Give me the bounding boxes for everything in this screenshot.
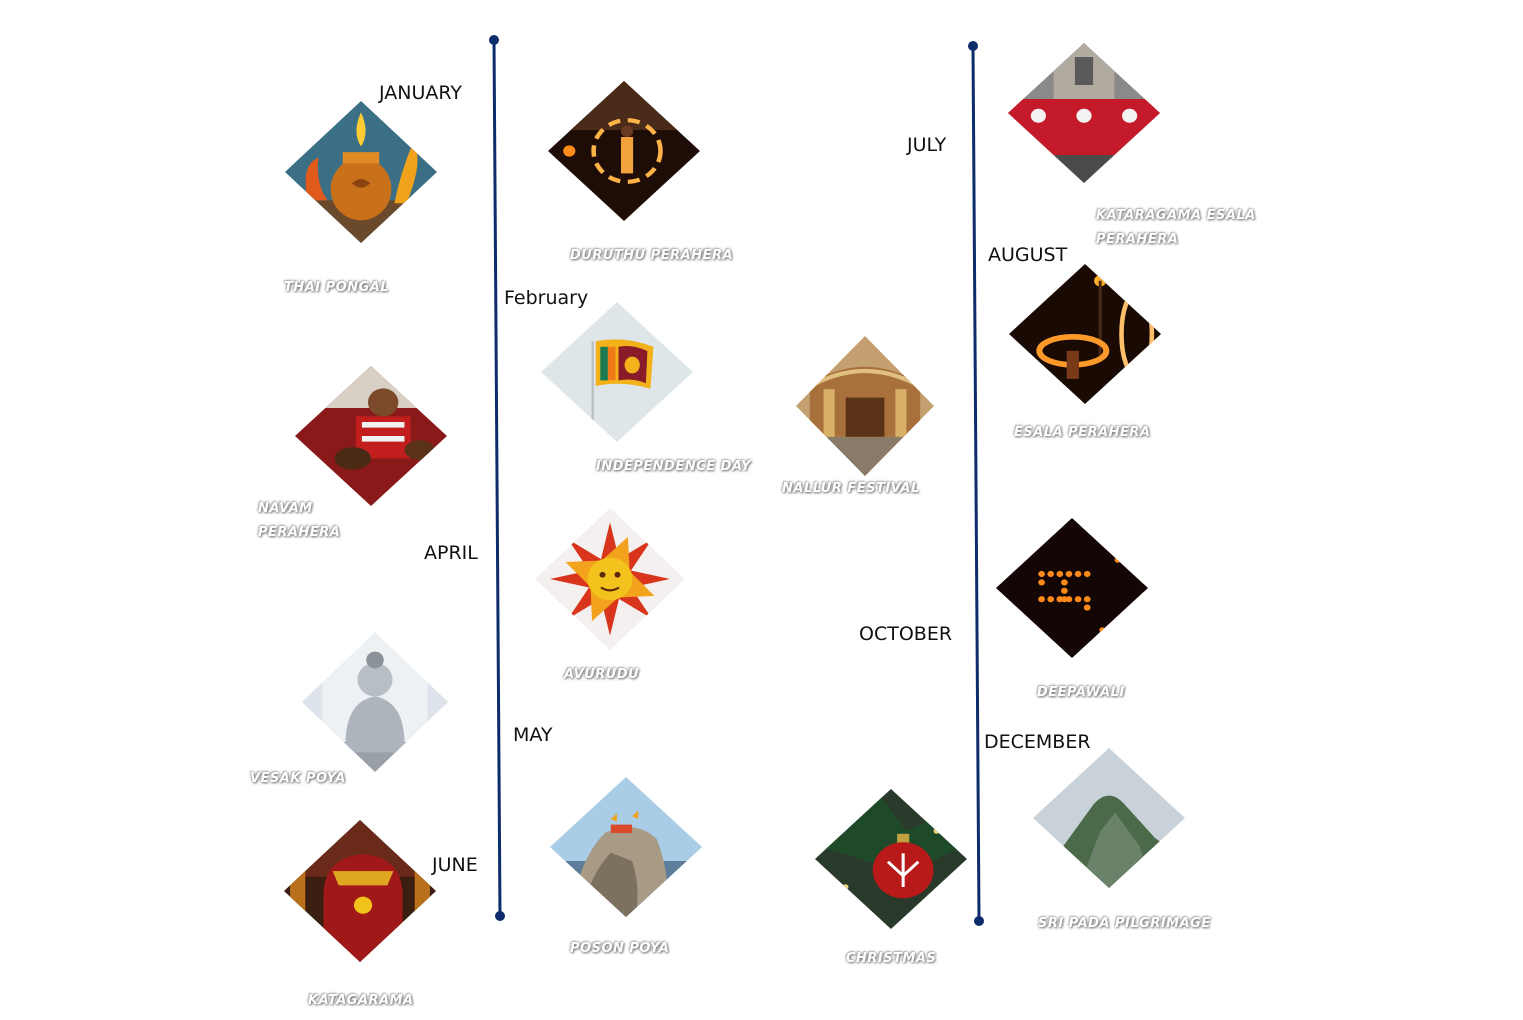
month-august: AUGUST <box>988 244 1068 266</box>
event-label-nallur-festival: NALLUR FESTIVAL <box>782 481 920 496</box>
event-label-sri-pada-pilgrimage: SRI PADA PILGRIMAGE <box>1038 916 1211 931</box>
timeline-line-left <box>492 39 502 917</box>
month-july: JULY <box>907 134 947 156</box>
timeline-dot-left-top <box>489 35 499 45</box>
timeline-dot-right-top <box>968 41 978 51</box>
month-january: JANUARY <box>379 82 462 104</box>
month-april: APRIL <box>424 542 478 564</box>
month-february: February <box>504 287 589 309</box>
event-label-vesak-poya: VESAK POYA <box>250 771 346 786</box>
event-label-navam-perahera: NAVAM PERAHERA <box>258 501 341 540</box>
event-label-thai-pongal: THAI PONGAL <box>284 280 390 295</box>
month-october: OCTOBER <box>859 623 953 645</box>
month-june: JUNE <box>432 854 478 876</box>
month-may: MAY <box>513 724 553 746</box>
event-label-avurudu: AVURUDU <box>564 667 640 682</box>
timeline-line-right <box>971 45 981 922</box>
timeline-dot-left-bottom <box>495 911 505 921</box>
month-december: DECEMBER <box>984 731 1091 753</box>
event-label-poson-poya: POSON POYA <box>570 941 670 956</box>
event-label-esala-perahera: ESALA PERAHERA <box>1014 425 1151 440</box>
event-label-independence-day: INDEPENDENCE DAY <box>596 459 751 474</box>
event-label-kataragama-esala-perahera: KATARAGAMA ESALA PERAHERA <box>1096 208 1256 247</box>
event-label-christmas: CHRISTMAS <box>846 951 937 966</box>
event-label-deepawali: DEEPAWALI <box>1037 685 1125 700</box>
event-label-duruthu-perahera: DURUTHU PERAHERA <box>570 248 734 263</box>
event-label-katagarama: KATAGARAMA <box>308 993 414 1008</box>
timeline-dot-right-bottom <box>974 916 984 926</box>
